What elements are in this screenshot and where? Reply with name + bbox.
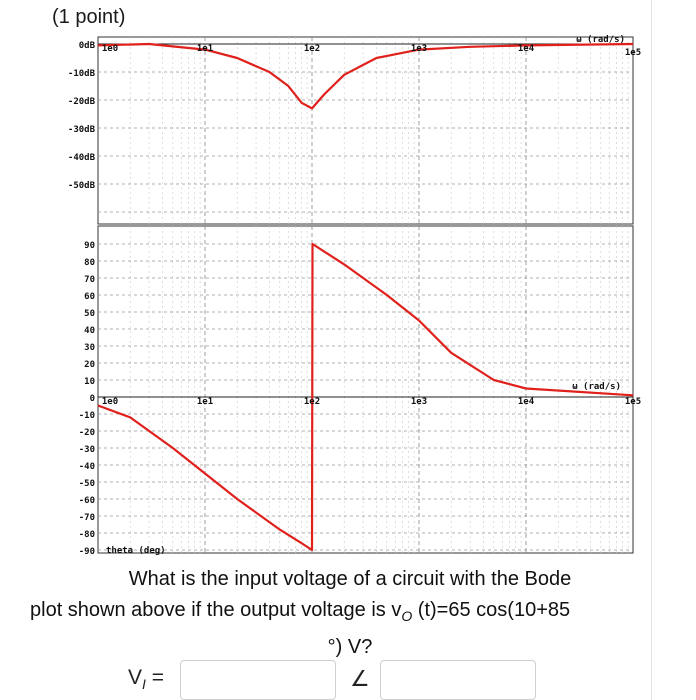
y-tick-label: 20 xyxy=(84,360,95,370)
y-tick-label: 40 xyxy=(84,326,95,336)
y-tick-label: 90 xyxy=(84,241,95,251)
decade-label: 1e2 xyxy=(304,397,320,407)
vi-label: VI = xyxy=(128,666,165,693)
question-line-3: °) V? xyxy=(327,636,373,658)
y-tick-label: 80 xyxy=(84,258,95,268)
series-line xyxy=(97,242,634,552)
y-tick-label: -50dB xyxy=(68,181,96,191)
y-tick-label: 50 xyxy=(84,309,95,319)
y-tick-label: 10 xyxy=(84,377,95,387)
y-tick-label: -80 xyxy=(79,530,95,540)
decade-label: 1e5 xyxy=(625,48,641,58)
bode-plot: 0dB -10dB -20dB -30dB -40dB -50dB 1e0 1e1 1e2 1e3… xyxy=(68,35,641,557)
y-tick-label: -10 xyxy=(79,411,95,421)
phase-curve xyxy=(97,242,634,552)
decade-label: 1e5 xyxy=(625,397,641,407)
y-tick-label: -10dB xyxy=(68,69,96,79)
y-tick-label: -60 xyxy=(79,496,95,506)
y-tick-label: 70 xyxy=(84,275,95,285)
angle-input[interactable] xyxy=(380,660,536,700)
decade-label: 1e1 xyxy=(197,397,213,407)
decade-label: 1e3 xyxy=(411,397,427,407)
y-tick-label: -20dB xyxy=(68,97,96,107)
points-label: (1 point) xyxy=(52,6,126,28)
y-tick-label: -50 xyxy=(79,479,95,489)
y-tick-label: -90 xyxy=(79,547,95,557)
phase-labels: 90 80 70 60 50 40 30 20 10 0 -10 -20 -30 -40 -50 -60 -70… xyxy=(79,241,641,557)
y-tick-label: -30dB xyxy=(68,125,96,135)
question-line-1: What is the input voltage of a circuit w… xyxy=(128,568,572,590)
angle-symbol: ∠ xyxy=(350,666,370,691)
axis-label: ω (rad/s) xyxy=(576,35,625,45)
decade-label: 1e2 xyxy=(304,44,320,54)
decade-label: 1e3 xyxy=(411,44,427,54)
question-text: What is the input voltage of a circuit w… xyxy=(30,564,660,663)
magnitude-labels: 0dB -10dB -20dB -30dB -40dB -50dB 1e0 1e1 1e2 1e3… xyxy=(68,35,641,191)
decade-label: 1e4 xyxy=(518,44,535,54)
problem-card xyxy=(651,0,652,700)
y-tick-label: 0 xyxy=(90,394,95,404)
decade-label: 1e4 xyxy=(518,397,535,407)
magnitude-grid xyxy=(97,36,634,225)
y-tick-label: -40dB xyxy=(68,153,96,163)
magnitude-curve xyxy=(97,42,634,110)
question-line-2: plot shown above if the output voltage i… xyxy=(30,599,571,624)
decade-label: 1e0 xyxy=(102,397,118,407)
y-tick-label: -40 xyxy=(79,462,95,472)
y-tick-label: -20 xyxy=(79,428,95,438)
decade-label: 1e1 xyxy=(197,44,213,54)
series-line xyxy=(97,42,634,110)
plot-frame xyxy=(97,36,634,225)
decade-label: 1e0 xyxy=(102,44,118,54)
y-tick-label: 60 xyxy=(84,292,95,302)
y-tick-label: 30 xyxy=(84,343,95,353)
y-axis-label: theta (deg) xyxy=(106,546,166,556)
axis-label: ω (rad/s) xyxy=(572,382,621,392)
y-tick-label: -70 xyxy=(79,513,95,523)
y-tick-label: -30 xyxy=(79,445,95,455)
magnitude-input[interactable] xyxy=(180,660,336,700)
y-tick-label: 0dB xyxy=(79,41,96,51)
